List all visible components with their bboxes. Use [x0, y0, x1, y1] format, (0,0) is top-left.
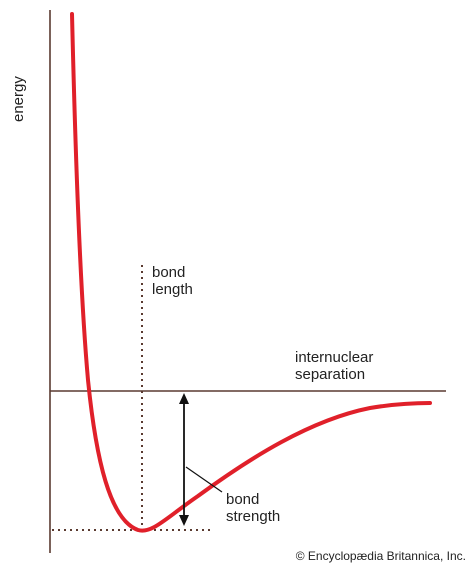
x-axis-label-line2: separation [295, 366, 366, 383]
y-axis-label: energy [10, 76, 27, 122]
bond-strength-label-line2: strength [226, 508, 281, 525]
x-axis-label-line1: internuclear [295, 349, 374, 366]
bond-strength-label-line1: bond [226, 491, 260, 508]
bond-length-label-line2: length [152, 281, 193, 298]
copyright-notice: © Encyclopædia Britannica, Inc. [295, 549, 466, 563]
arrow-head-down-icon [179, 515, 189, 526]
bond-length-label-line1: bond [152, 264, 186, 281]
bond-strength-leader [185, 466, 223, 493]
arrow-head-up-icon [179, 393, 189, 404]
potential-energy-curve [70, 12, 432, 533]
